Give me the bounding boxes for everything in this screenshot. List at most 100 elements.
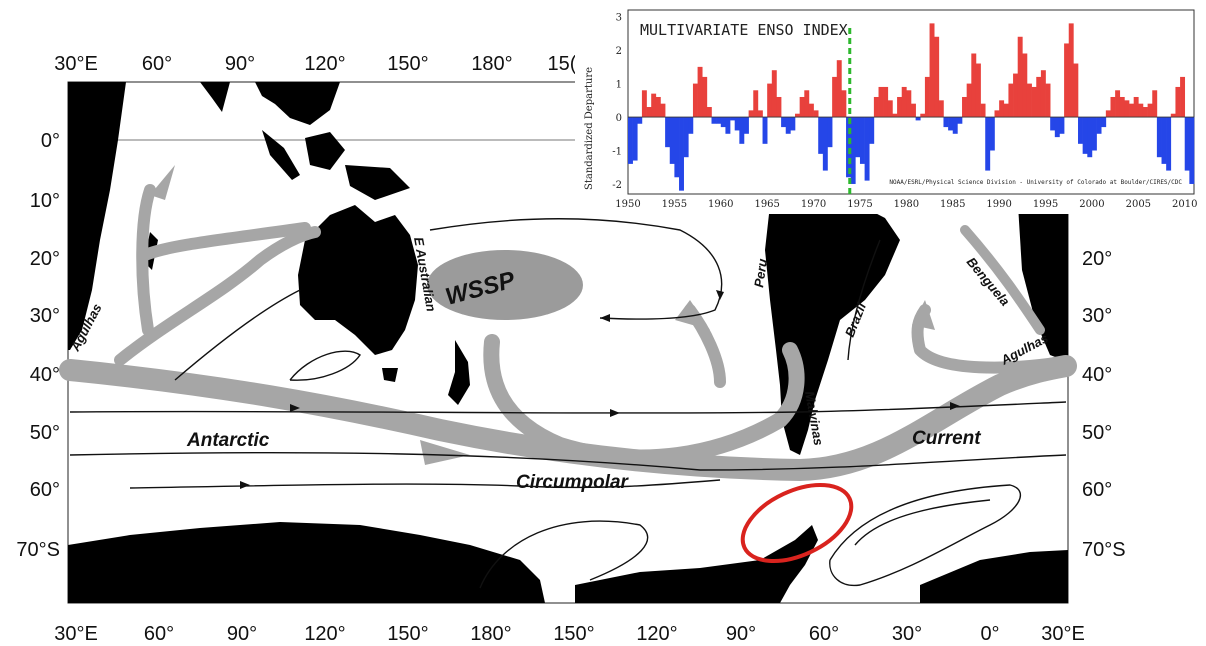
enso-negative-bar [669,117,675,164]
streamline-brazil [847,239,881,361]
enso-negative-bar [915,117,921,121]
enso-positive-bar [975,63,981,118]
enso-inset: 1950 1955 1960 1965 1970 1975 1980 1985 1990 1995… [575,0,1206,214]
indian-subtropical-band [114,226,321,366]
bottom-lon-label: 30° [892,623,922,645]
enso-negative-bar [679,117,684,191]
enso-negative-bar [943,117,949,128]
enso-negative-bar [674,117,680,178]
enso-negative-bar [781,117,787,128]
enso-x-tick-label: 1950 [615,199,640,210]
enso-positive-bar [832,76,838,118]
enso-positive-bar [1068,23,1074,118]
enso-positive-bar [799,96,805,118]
left-lat-label: 70°S [16,539,60,561]
enso-positive-bar [697,66,703,118]
enso-negative-bar [989,117,995,151]
streamline-acc-south [129,479,721,489]
enso-positive-bar [1124,100,1130,118]
enso-negative-bar [1059,117,1065,134]
enso-positive-bar [1031,86,1037,118]
borneo-landmass [305,132,345,170]
streamline-weddell-inner [854,499,991,546]
enso-negative-bar [720,117,726,128]
enso-positive-bar [999,100,1005,118]
enso-negative-bar [632,117,638,161]
enso-positive-bar [911,103,916,118]
enso-negative-bar [734,117,740,131]
right-lat-label: 30° [1082,305,1112,327]
sumatra-landmass [262,130,300,180]
enso-positive-bar [641,90,647,118]
enso-positive-bar [1008,83,1014,118]
enso-positive-bar [1170,113,1176,118]
africa-landmass [68,82,126,350]
enso-negative-bar [665,117,671,148]
enso-negative-bar [948,117,954,131]
bottom-lon-label: 60° [809,623,839,645]
enso-x-tick-label: 2000 [1079,199,1104,210]
bottom-lon-label: 90° [227,623,257,645]
bottom-lon-label: 150° [387,623,428,645]
bottom-lon-label: 30°E [1041,623,1085,645]
tasmania-landmass [382,368,398,382]
enso-positive-bar [1045,83,1051,118]
enso-positive-bar [1036,76,1042,118]
enso-negative-bar [1101,117,1107,128]
arrow-acc-6 [716,290,724,300]
streamline-indian-gyre [174,289,301,381]
enso-positive-bar [655,96,661,118]
enso-positive-bar [808,103,814,118]
enso-negative-bar [1078,117,1083,144]
enso-positive-bar [1180,76,1186,118]
enso-y-tick-label: 2 [616,46,622,57]
enso-x-tick-label: 1980 [894,199,919,210]
enso-positive-bar [651,93,657,118]
enso-negative-bar [688,117,694,134]
enso-negative-bar [637,117,643,124]
ocean-label-current: Current [912,428,981,449]
right-lat-label: 60° [1082,479,1112,501]
enso-positive-bar [883,86,889,118]
enso-negative-bar [864,117,870,181]
enso-positive-bar [841,90,847,118]
enso-bars [628,23,1195,191]
enso-negative-bar [957,117,963,124]
enso-negative-bar [827,117,833,148]
top-longitude-labels: 30°E 60° 90° 120° 150° 180° 15( [54,53,577,75]
enso-negative-bar [1091,117,1097,151]
enso-positive-bar [692,83,698,118]
bottom-lon-label: 60° [144,623,174,645]
arrowhead-pacific-north [675,300,710,330]
enso-negative-bar [1184,117,1190,171]
enso-positive-bar [757,110,763,118]
bottom-lon-label: 120° [304,623,345,645]
australia-landmass [298,205,418,355]
arrow-acc-3 [950,402,960,410]
enso-x-tick-label: 1975 [847,199,872,210]
enso-positive-bar [813,110,819,118]
enso-negative-bar [1082,117,1088,154]
enso-positive-bar [1119,96,1125,118]
enso-negative-bar [1087,117,1093,158]
streamline-south-pacific-gyre [429,218,723,320]
enso-positive-bar [1013,73,1019,118]
bottom-lon-label: 90° [726,623,756,645]
enso-credit: NOAA/ESRL/Physical Science Division - Un… [889,179,1182,186]
antarctica-west-landmass [68,522,545,603]
enso-positive-bar [924,76,930,118]
enso-negative-bar [952,117,958,134]
right-lat-label: 70°S [1082,539,1126,561]
enso-positive-bar [873,96,879,118]
enso-positive-bar [1022,53,1028,118]
enso-negative-bar [1096,117,1102,134]
arrow-acc-1 [290,404,300,412]
arrow-acc-5 [600,314,610,322]
enso-x-tick-label: 2005 [1126,199,1151,210]
enso-negative-bar [846,117,851,178]
enso-positive-bar [1073,63,1079,118]
top-lon-label: 15( [548,53,577,75]
enso-negative-bar [711,117,717,124]
pacific-subtropical-band [483,334,805,466]
